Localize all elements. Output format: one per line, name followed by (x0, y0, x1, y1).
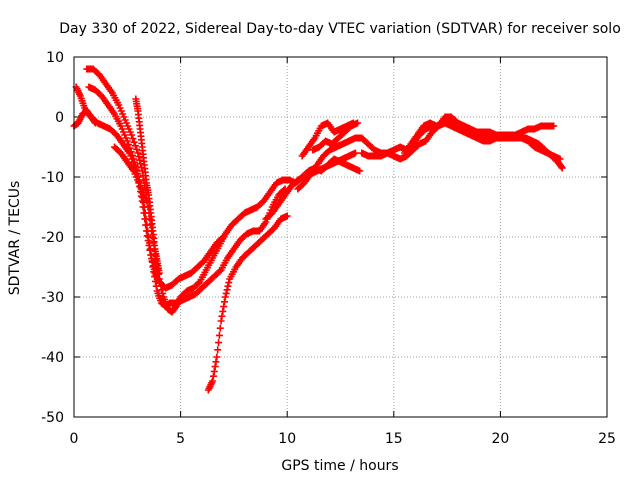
series-track-d (132, 95, 163, 277)
y-tick-label: -30 (41, 290, 64, 306)
axis-ticks: 0 5 10 15 20 25 -50 -40 -30 -20 -10 0 10 (41, 50, 616, 447)
x-tick-label: 25 (598, 431, 616, 447)
data-point (150, 268, 158, 276)
data-point (145, 233, 153, 241)
data-point (131, 142, 139, 150)
data-point (216, 267, 224, 275)
data-point (152, 282, 160, 290)
chart-title: Day 330 of 2022, Sidereal Day-to-day VTE… (59, 21, 621, 37)
data-point (213, 353, 221, 361)
series-track-c (72, 83, 289, 310)
data-point (130, 138, 138, 146)
data-point (354, 119, 362, 127)
data-point (136, 156, 144, 164)
data-point (221, 298, 229, 306)
data-point (218, 312, 226, 320)
data-point (134, 149, 142, 157)
data-point (209, 372, 217, 380)
y-tick-label: 10 (46, 50, 64, 66)
x-tick-label: 15 (385, 431, 403, 447)
plot-frame (73, 56, 608, 418)
data-point (211, 363, 219, 371)
data-point (123, 137, 131, 145)
data-point (216, 324, 224, 332)
data-point (221, 293, 229, 301)
data-point (151, 273, 159, 281)
data-points (70, 65, 566, 394)
data-point (224, 282, 232, 290)
series-track-m (262, 149, 359, 223)
series-track-e (70, 107, 99, 130)
data-point (155, 269, 163, 277)
series-track-g (204, 212, 291, 394)
x-tick-label: 5 (176, 431, 185, 447)
x-tick-label: 10 (278, 431, 296, 447)
data-point (195, 279, 203, 287)
data-point (151, 277, 159, 285)
data-point (210, 367, 218, 375)
data-point (133, 145, 141, 153)
data-point (220, 303, 228, 311)
data-point (143, 221, 151, 229)
y-tick-label: -40 (41, 350, 64, 366)
y-tick-label: 0 (55, 110, 64, 126)
x-tick-label: 0 (70, 431, 79, 447)
series-track-l (400, 116, 566, 172)
data-point (217, 317, 225, 325)
data-point (128, 131, 136, 139)
grid (74, 57, 607, 417)
y-tick-label: -10 (41, 170, 64, 186)
data-point (557, 163, 565, 171)
data-point (215, 339, 223, 347)
y-tick-label: -20 (41, 230, 64, 246)
y-axis-label: SDTVAR / TECUs (7, 181, 23, 296)
data-point (550, 122, 558, 130)
x-axis-label: GPS time / hours (281, 458, 398, 474)
data-point (149, 263, 157, 271)
data-point (218, 234, 226, 242)
data-point (356, 167, 364, 175)
data-point (90, 118, 98, 126)
data-point (283, 212, 291, 220)
data-point (135, 153, 143, 161)
series-track-a (83, 65, 364, 316)
data-point (219, 307, 227, 315)
data-point (145, 239, 153, 247)
series-track-j (309, 119, 362, 154)
data-point (140, 203, 148, 211)
data-point (91, 119, 99, 127)
data-point (222, 289, 230, 297)
data-point (215, 331, 223, 339)
data-point (214, 346, 222, 354)
y-tick-label: -50 (41, 410, 64, 426)
data-point (219, 233, 227, 241)
data-point (142, 197, 150, 205)
series-track-f (111, 143, 150, 205)
data-point (558, 164, 566, 172)
data-point (212, 358, 220, 366)
data-point (147, 251, 155, 259)
data-point (223, 286, 231, 294)
data-point (129, 135, 137, 143)
data-point (225, 279, 233, 287)
data-point (351, 149, 359, 157)
data-point (209, 377, 217, 385)
data-point (142, 215, 150, 223)
x-tick-label: 20 (491, 431, 509, 447)
